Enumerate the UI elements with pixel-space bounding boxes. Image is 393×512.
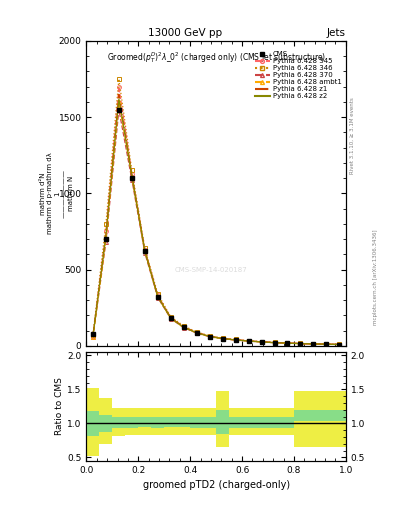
Y-axis label: mathrm d²N
mathrm d p·mathrm dλ
1
———————
mathrm N: mathrm d²N mathrm d p·mathrm dλ 1 ——————… bbox=[40, 153, 74, 234]
Text: CMS-SMP-14-020187: CMS-SMP-14-020187 bbox=[174, 267, 247, 272]
Text: Groomed$(p_T^D)^2\lambda\_0^2$ (charged only) (CMS jet substructure): Groomed$(p_T^D)^2\lambda\_0^2$ (charged … bbox=[107, 50, 326, 65]
Y-axis label: Ratio to CMS: Ratio to CMS bbox=[55, 377, 64, 435]
Text: Rivet 3.1.10, ≥ 3.1M events: Rivet 3.1.10, ≥ 3.1M events bbox=[350, 98, 355, 175]
Text: mcplots.cern.ch [arXiv:1306.3436]: mcplots.cern.ch [arXiv:1306.3436] bbox=[373, 229, 378, 325]
Legend: CMS, Pythia 6.428 345, Pythia 6.428 346, Pythia 6.428 370, Pythia 6.428 ambt1, P: CMS, Pythia 6.428 345, Pythia 6.428 346,… bbox=[254, 51, 342, 100]
X-axis label: groomed pTD2 (charged-only): groomed pTD2 (charged-only) bbox=[143, 480, 290, 490]
Text: Jets: Jets bbox=[327, 28, 346, 38]
Text: 13000 GeV pp: 13000 GeV pp bbox=[148, 28, 222, 38]
